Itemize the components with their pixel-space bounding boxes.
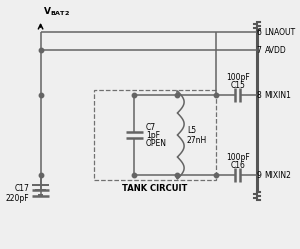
Text: LNAOUT: LNAOUT xyxy=(265,27,296,37)
Text: L5: L5 xyxy=(187,125,196,134)
Text: C16: C16 xyxy=(230,161,245,170)
Text: TANK CIRCUIT: TANK CIRCUIT xyxy=(122,184,188,192)
Text: OPEN: OPEN xyxy=(146,138,167,147)
Text: 1pF: 1pF xyxy=(146,130,160,139)
Text: 9: 9 xyxy=(257,171,262,180)
Text: 8: 8 xyxy=(257,90,262,100)
Text: 100pF: 100pF xyxy=(226,72,250,81)
Text: 6: 6 xyxy=(257,27,262,37)
Text: $\mathbf{V_{BAT2}}$: $\mathbf{V_{BAT2}}$ xyxy=(44,6,70,18)
Text: 7: 7 xyxy=(257,46,262,55)
Text: 100pF: 100pF xyxy=(226,152,250,162)
Text: C15: C15 xyxy=(230,80,245,89)
Bar xyxy=(94,90,216,180)
Text: AVDD: AVDD xyxy=(265,46,286,55)
Text: 27nH: 27nH xyxy=(187,135,207,144)
Text: MIXIN1: MIXIN1 xyxy=(265,90,291,100)
Text: MIXIN2: MIXIN2 xyxy=(265,171,291,180)
Text: C7: C7 xyxy=(146,123,156,131)
Text: C17: C17 xyxy=(14,184,29,192)
Text: 220pF: 220pF xyxy=(5,193,29,202)
